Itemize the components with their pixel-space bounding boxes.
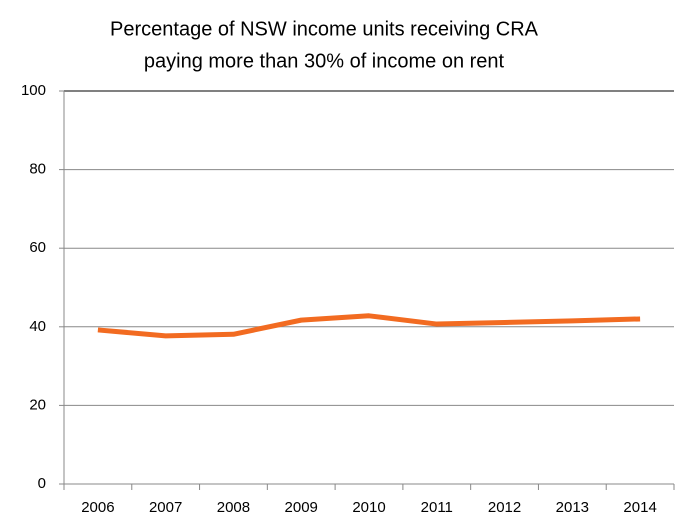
chart-title: paying more than 30% of income on rent	[144, 50, 505, 72]
y-tick-label: 60	[29, 239, 46, 256]
y-tick-label: 0	[38, 475, 46, 492]
x-tick-label: 2012	[488, 499, 521, 516]
x-tick-label: 2006	[81, 499, 114, 516]
y-tick-label: 20	[29, 396, 46, 413]
x-tick-label: 2014	[623, 499, 656, 516]
y-tick-label: 100	[21, 82, 46, 99]
y-tick-label: 40	[29, 318, 46, 335]
line-series	[97, 313, 641, 339]
y-tick-label: 80	[29, 161, 46, 178]
x-tick-label: 2008	[217, 499, 250, 516]
x-tick-label: 2007	[149, 499, 182, 516]
chart-title: Percentage of NSW income units receiving…	[110, 18, 539, 40]
x-tick-label: 2009	[285, 499, 318, 516]
x-tick-label: 2011	[421, 499, 453, 516]
x-tick-label: 2010	[352, 499, 385, 516]
x-tick-label: 2013	[556, 499, 589, 516]
